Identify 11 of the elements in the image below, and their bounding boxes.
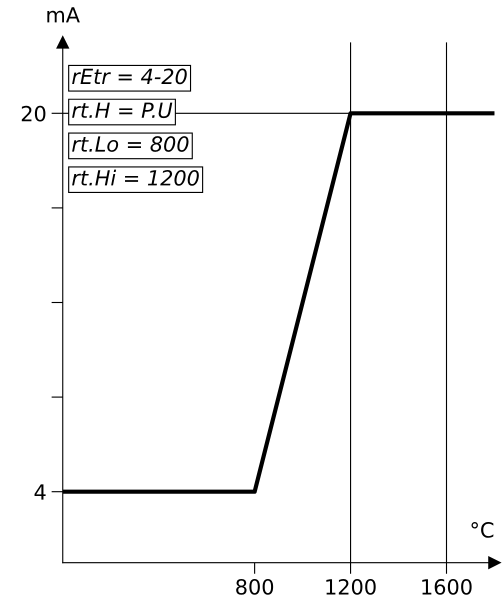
annotation: rt.Lo = 800	[72, 136, 189, 152]
annotation: rEtr = 4-20	[72, 68, 187, 84]
y-tick-label: 4	[34, 484, 46, 500]
annotation: rt.Hi = 1200	[72, 170, 199, 186]
x-tick-label: 1200	[326, 578, 376, 595]
x-tick-label: 800	[236, 578, 274, 595]
annotation: rt.H = P.U	[72, 102, 172, 118]
y-tick-label: 20	[22, 106, 46, 122]
x-axis-title: °C	[471, 522, 494, 538]
x-tick-label: 1600	[422, 578, 472, 595]
y-axis-title: mA	[47, 7, 80, 22]
